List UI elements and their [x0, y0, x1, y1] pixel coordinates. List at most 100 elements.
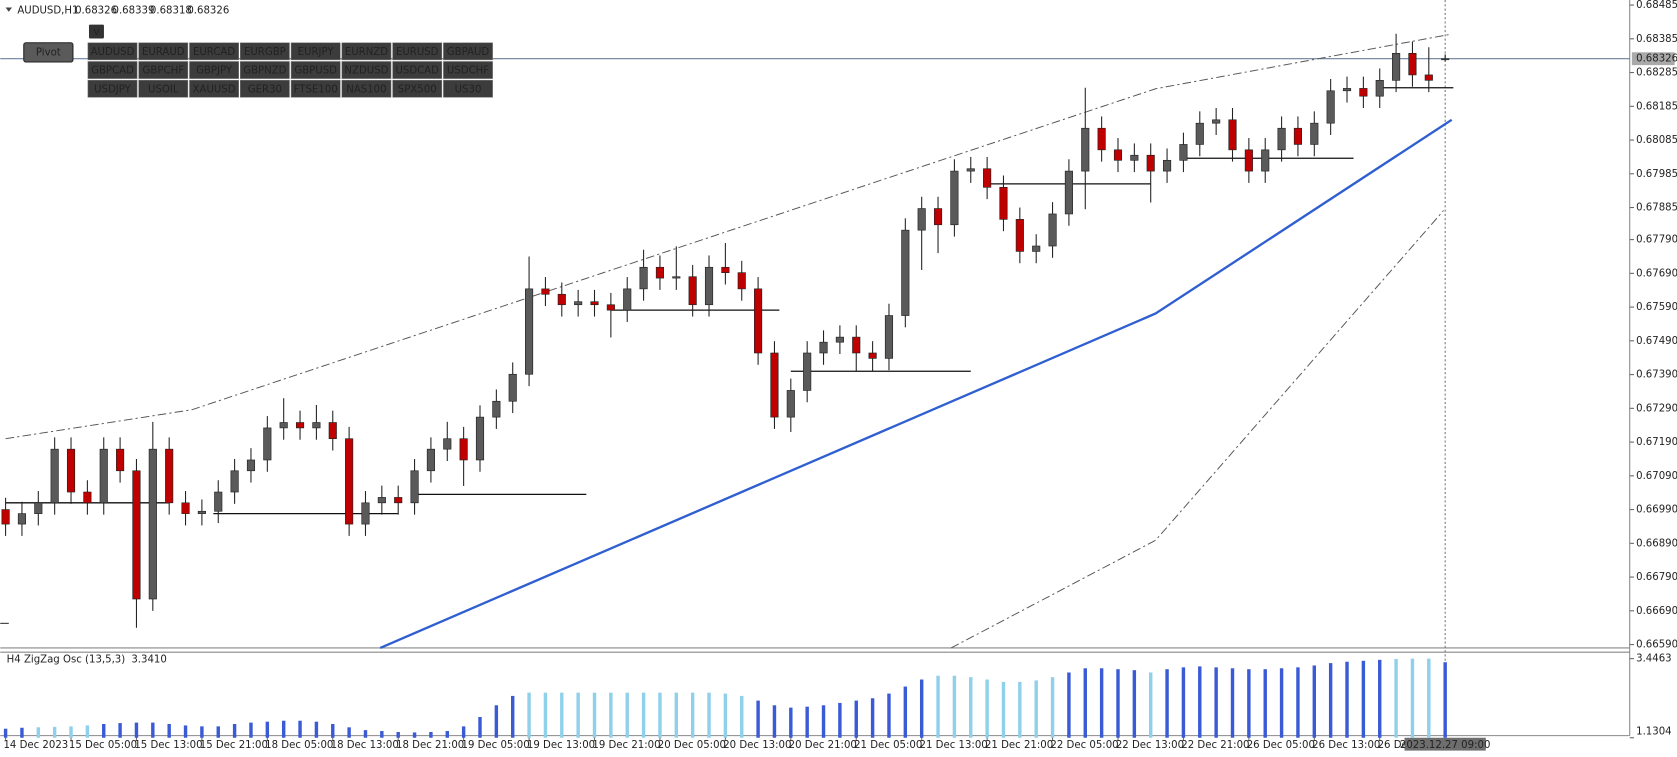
candle-body: [754, 288, 763, 354]
candle-body: [655, 266, 665, 279]
symbol-button[interactable]: [189, 42, 239, 61]
osc-bar: [412, 732, 417, 738]
candle-body: [116, 448, 125, 472]
symbol-button-label: AUDUSD: [91, 47, 135, 58]
x-tick-label: 15 Dec 21:00: [200, 740, 268, 751]
x-tick-label: 21 Dec 05:00: [854, 740, 922, 751]
osc-bar: [658, 692, 662, 738]
symbol-button-label: EURGBP: [244, 47, 286, 58]
osc-bar: [1198, 666, 1202, 738]
osc-bar: [1034, 680, 1038, 738]
osc-bar: [838, 702, 842, 738]
y-tick-label: 0.66990: [1636, 505, 1677, 516]
candle-body: [704, 266, 714, 306]
y-tick-label: 0.67090: [1636, 471, 1677, 482]
osc-bar: [20, 727, 24, 738]
symbol-button[interactable]: [290, 61, 341, 79]
symbol-button[interactable]: [443, 42, 493, 61]
candle-body: [345, 438, 354, 525]
y-tick-label: 0.67490: [1636, 336, 1677, 347]
candle-body: [312, 422, 321, 429]
candle-body: [66, 448, 76, 493]
candle-body: [525, 288, 534, 375]
osc-bar: [985, 679, 989, 738]
symbol-button[interactable]: [443, 61, 493, 79]
candle-body: [1179, 144, 1188, 161]
osc-bar: [1067, 672, 1071, 738]
osc-bar: [740, 695, 744, 738]
osc-bar: [609, 692, 613, 738]
symbol-button[interactable]: [290, 42, 341, 61]
symbol-button[interactable]: [138, 79, 189, 98]
symbol-button[interactable]: [240, 42, 290, 61]
osc-bar: [118, 723, 122, 738]
osc-bar: [52, 726, 57, 738]
candle-body: [1408, 52, 1417, 76]
osc-bar: [707, 692, 711, 738]
symbol-button[interactable]: [341, 61, 392, 79]
symbol-button[interactable]: [392, 42, 443, 61]
candle-body: [639, 266, 648, 290]
candle-body: [786, 390, 795, 418]
osc-bar: [756, 700, 760, 738]
osc-bar: [1165, 669, 1169, 738]
candle-body: [983, 168, 992, 188]
symbol-button[interactable]: [189, 79, 239, 98]
candle-body: [165, 448, 174, 504]
symbol-button[interactable]: [240, 79, 290, 98]
osc-bar: [723, 693, 728, 738]
x-tick-label: 21 Dec 21:00: [985, 740, 1053, 751]
symbol-button[interactable]: [341, 42, 392, 61]
candle-body: [933, 208, 943, 226]
osc-bar: [1001, 681, 1006, 738]
menu-button[interactable]: [88, 24, 104, 39]
symbol-button[interactable]: [87, 61, 138, 79]
pivot-button[interactable]: [23, 42, 74, 63]
y-tick-label: 1.1304: [1636, 726, 1671, 737]
candle-body: [1212, 119, 1221, 124]
symbol-button[interactable]: [392, 61, 443, 79]
symbol-button[interactable]: [392, 79, 443, 98]
symbol-button[interactable]: [290, 79, 341, 98]
symbol-button[interactable]: [138, 61, 189, 79]
ohlc-value: 0.68326: [75, 6, 117, 17]
symbol-button[interactable]: [87, 79, 138, 98]
candle-body: [1342, 88, 1352, 92]
symbol-button[interactable]: [240, 61, 290, 79]
symbol-button[interactable]: [341, 79, 392, 98]
osc-bar: [936, 675, 940, 738]
osc-bar: [331, 723, 335, 738]
y-tick-label: 0.67690: [1636, 268, 1677, 279]
osc-bar: [1296, 667, 1300, 738]
osc-bar: [969, 677, 973, 738]
symbol-button[interactable]: [189, 61, 239, 79]
y-tick-label: 0.66590: [1636, 640, 1677, 651]
candle-body: [966, 168, 975, 172]
candle-body: [557, 293, 566, 306]
osc-bar: [1427, 658, 1431, 738]
candle-body: [1015, 219, 1024, 252]
symbol-button[interactable]: [138, 42, 189, 61]
overlay-line: [5, 33, 1452, 440]
osc-bar: [887, 693, 891, 738]
candle-body: [181, 502, 190, 514]
symbol-button[interactable]: [443, 79, 493, 98]
osc-bar: [429, 731, 433, 738]
candle-body: [1097, 127, 1106, 151]
osc-bar: [200, 726, 204, 738]
symbol-button-label: GBPCHF: [143, 66, 185, 77]
x-tick-label: 26 Dec 05:00: [1247, 740, 1315, 751]
x-tick-label: 19 Dec 05:00: [461, 740, 529, 751]
osc-bar: [1378, 659, 1382, 738]
osc-bar: [232, 723, 237, 738]
osc-bar: [1394, 658, 1398, 738]
osc-bar: [919, 679, 924, 738]
candle-body: [868, 352, 877, 359]
osc-bar: [216, 726, 220, 738]
candle-body: [148, 448, 157, 600]
x-tick-label: 15 Dec 05:00: [69, 740, 137, 751]
symbol-button[interactable]: [87, 42, 138, 61]
y-tick-label: 0.67290: [1636, 403, 1677, 414]
candle-body: [1375, 79, 1384, 97]
osc-bar: [1148, 672, 1153, 738]
